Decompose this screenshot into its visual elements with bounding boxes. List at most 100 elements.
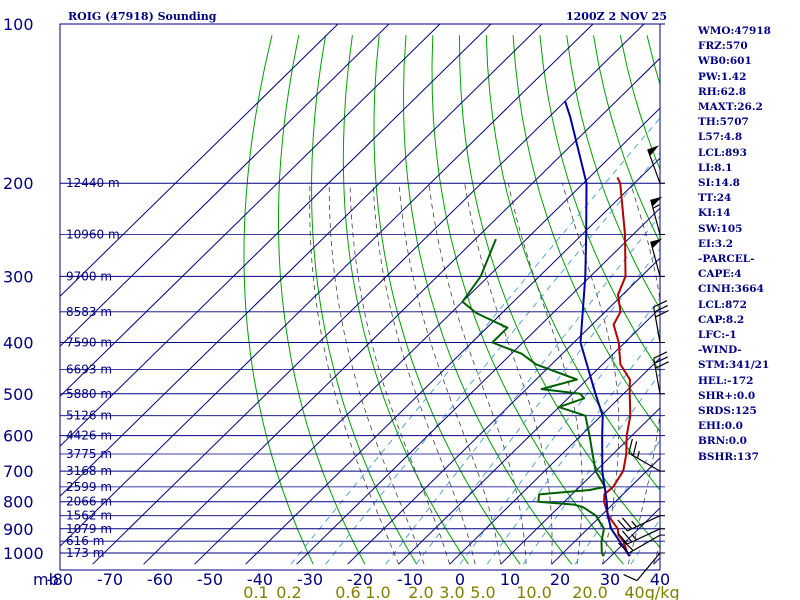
dry-adiabat — [539, 35, 660, 373]
isotherm-lines — [60, 24, 660, 565]
dry-adiabat — [243, 35, 314, 565]
sounding-index: TH:5707 — [698, 116, 749, 129]
dry-adiabat — [566, 35, 660, 310]
sounding-index: SRDS:125 — [698, 405, 757, 418]
isotherm — [245, 157, 660, 565]
height-label: 2066 m — [66, 495, 112, 509]
temperature-tick-label: -50 — [197, 570, 223, 589]
plot-frame — [59, 23, 661, 571]
sounding-index: STM:341/21 — [698, 359, 770, 372]
mixing-ratio-label: 0.6 — [335, 583, 360, 600]
sounding-index: PW:1.42 — [698, 70, 747, 83]
pressure-tick-label: 200 — [3, 174, 34, 193]
moist-adiabat — [562, 183, 620, 565]
pressure-temperature-grid — [59, 23, 665, 571]
sounding-index: LFC:-1 — [698, 329, 737, 342]
moist-adiabat — [372, 183, 476, 565]
moist-adiabat — [349, 183, 450, 565]
moist-adiabat — [464, 183, 553, 565]
mixing-ratio-label: 1.0 — [365, 583, 390, 600]
moist-adiabat — [428, 183, 527, 565]
wind-barb — [653, 300, 669, 343]
dry-adiabat — [278, 35, 366, 565]
sounding-index: LI:8.1 — [698, 161, 733, 174]
sounding-index: BSHR:137 — [698, 450, 759, 463]
isotherm — [296, 207, 660, 565]
wind-barb — [617, 534, 665, 554]
pressure-tick-label: 700 — [3, 462, 34, 481]
temperature-tick-label: 20 — [550, 570, 570, 589]
wind-barb — [650, 238, 665, 277]
isotherm — [500, 407, 660, 565]
mixing-ratio-label: 20.0 — [572, 583, 608, 600]
isotherm — [449, 357, 660, 565]
height-label: 12440 m — [66, 176, 120, 190]
isotherm — [92, 24, 645, 565]
height-label: 9700 m — [66, 269, 112, 283]
sounding-index: TT:24 — [698, 192, 732, 205]
height-label: 5126 m — [66, 409, 112, 423]
wind-barb — [647, 145, 665, 184]
isotherm — [194, 107, 660, 565]
mixing-ratio-label: 0.2 — [276, 583, 301, 600]
mixing-ratio-label: 3.0 — [439, 583, 464, 600]
temperature-tick-label: -70 — [97, 570, 123, 589]
isotherm — [551, 457, 660, 565]
moist-adiabat — [398, 183, 501, 565]
sounding-indices-list: WMO:47918 FRZ:570 WB0:601 PW:1.42 RH:62.8 MAX… — [698, 24, 771, 465]
height-label: 173 m — [66, 546, 104, 560]
sounding-index: CINH:3664 — [698, 283, 764, 296]
dry-adiabat — [311, 35, 418, 565]
moist-adiabat — [309, 183, 399, 565]
y-axis-unit-label: mb — [33, 570, 59, 589]
adiabat-lines — [243, 35, 660, 565]
pressure-tick-label: 800 — [3, 493, 34, 512]
wind-barb — [628, 438, 665, 472]
wind-barb — [617, 515, 665, 532]
height-label: 1562 m — [66, 509, 112, 523]
pressure-tick-label: 300 — [3, 267, 34, 286]
isotherm — [398, 307, 660, 565]
pressure-tick-label: 1000 — [3, 544, 44, 563]
dry-adiabat — [459, 35, 660, 549]
moist-adiabat — [328, 183, 425, 565]
temperature-tick-label: -10 — [397, 570, 423, 589]
wind-barb — [650, 196, 665, 235]
chart-subtitle: 1200Z 2 NOV 25 — [566, 10, 667, 23]
isotherm — [143, 57, 660, 565]
sounding-index: L57:4.8 — [698, 131, 743, 144]
sounding-index: SI:14.8 — [698, 177, 740, 190]
height-label: 616 m — [66, 534, 104, 548]
sounding-index: BRN:0.0 — [698, 435, 747, 448]
temperature-tick-label: 40 — [650, 570, 670, 589]
sounding-index: EHI:0.0 — [698, 420, 743, 433]
sounding-index: KI:14 — [698, 207, 731, 220]
dry-adiabat — [373, 35, 521, 565]
sounding-index: -PARCEL- — [698, 253, 755, 266]
wind-barb — [623, 552, 665, 582]
sounding-index: CAPE:4 — [698, 268, 742, 281]
dry-adiabat — [512, 35, 660, 433]
sounding-index: RH:62.8 — [698, 85, 747, 98]
sounding-index: -WIND- — [698, 344, 742, 357]
mixing-ratio-label: 40g/kg — [624, 583, 679, 600]
pressure-tick-label: 100 — [3, 15, 34, 34]
isotherm — [60, 24, 441, 397]
dewpoint-profile — [461, 238, 606, 557]
wind-barbs — [617, 145, 669, 582]
sounding-index: MAXT:26.2 — [698, 101, 763, 114]
temperature-tick-label: -40 — [247, 570, 273, 589]
temperature-tick-label: 30 — [600, 570, 620, 589]
temperature-tick-label: 0 — [455, 570, 465, 589]
wind-barb — [653, 351, 669, 395]
pressure-tick-label: 400 — [3, 334, 34, 353]
height-label: 5880 m — [66, 387, 112, 401]
height-label: 6693 m — [66, 363, 112, 377]
pressure-tick-label: 900 — [3, 520, 34, 539]
temperature-tick-label: -20 — [347, 570, 373, 589]
sounding-profiles — [461, 100, 632, 557]
height-label: 2599 m — [66, 480, 112, 494]
height-label: 8583 m — [66, 305, 112, 319]
